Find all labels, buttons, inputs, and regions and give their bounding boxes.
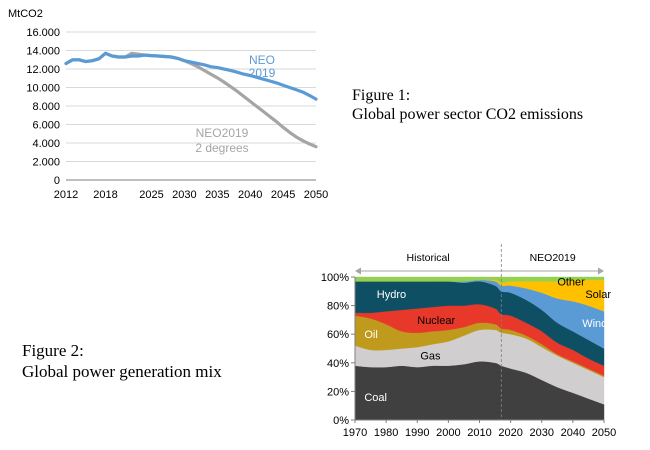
x-tick-label: 2030 <box>530 427 554 439</box>
series-label-neo2019-line1: NEO <box>249 53 275 67</box>
series-line-neo2019 <box>64 51 318 101</box>
y-tick-label: 10.000 <box>26 83 60 95</box>
period-arrow-right-head <box>598 267 604 275</box>
x-tick-label: 2050 <box>592 427 616 439</box>
x-tick-label: 2012 <box>54 189 78 201</box>
y-tick-label: 16.000 <box>26 27 60 39</box>
period-arrow-left-head <box>355 267 361 275</box>
y-tick-label: 40% <box>327 358 349 370</box>
y-tick-label: 20% <box>327 386 349 398</box>
x-tick-label: 2010 <box>467 427 491 439</box>
y-tick-label: 4.000 <box>32 138 60 150</box>
y-tick-label: 8.000 <box>32 101 60 113</box>
x-tick-label: 1980 <box>374 427 398 439</box>
x-tick-label: 2040 <box>238 189 262 201</box>
x-tick-label: 2025 <box>139 189 163 201</box>
y-tick-label: 12.000 <box>26 64 60 76</box>
period-label-historical: Historical <box>407 252 450 264</box>
x-tick-label: 2035 <box>205 189 229 201</box>
series-label-neo2019-line2: 2019 <box>249 66 276 80</box>
area-label-oil: Oil <box>364 329 377 341</box>
y-tick-label: 60% <box>327 329 349 341</box>
y-tick-label: 100% <box>321 272 349 284</box>
x-tick-label: 2000 <box>436 427 460 439</box>
y-tick-label: 0% <box>333 415 349 427</box>
area-label-hydro: Hydro <box>377 289 406 301</box>
area-other <box>354 276 605 283</box>
area-label-gas: Gas <box>420 351 441 363</box>
area-label-wind: Wind <box>582 318 607 330</box>
area-label-nuclear: Nuclear <box>417 315 455 327</box>
figure2-caption-number: Figure 2: <box>22 341 84 360</box>
series-label-2deg-line2: 2 degrees <box>195 141 248 155</box>
figure1-caption-number: Figure 1: <box>352 87 411 104</box>
y-tick-label: 0 <box>54 175 60 187</box>
x-tick-label: 2030 <box>172 189 196 201</box>
y-tick-label: 2.000 <box>32 157 60 169</box>
figure2-caption-title: Global power generation mix <box>22 362 222 381</box>
x-tick-label: 1990 <box>405 427 429 439</box>
area-label-other: Other <box>557 276 585 288</box>
x-tick-label: 2020 <box>498 427 522 439</box>
y-axis-title: MtCO2 <box>8 8 43 20</box>
y-tick-label: 14.000 <box>26 46 60 58</box>
y-tick-label: 80% <box>327 301 349 313</box>
series-label-2deg-line1: NEO2019 <box>196 126 249 140</box>
figure1-caption-title: Global power sector CO2 emissions <box>352 106 584 123</box>
period-label-neo2019: NEO2019 <box>530 252 576 264</box>
figure1-caption: Figure 1: Global power sector CO2 emissi… <box>352 86 583 124</box>
figure2-caption: Figure 2: Global power generation mix <box>22 340 222 382</box>
y-tick-label: 6.000 <box>32 120 60 132</box>
x-tick-label: 2050 <box>304 189 328 201</box>
area-label-coal: Coal <box>364 392 387 404</box>
x-tick-label: 2018 <box>93 189 117 201</box>
area-label-solar: Solar <box>585 289 611 301</box>
x-tick-label: 1970 <box>343 427 367 439</box>
x-tick-label: 2045 <box>271 189 295 201</box>
x-tick-label: 2040 <box>561 427 585 439</box>
